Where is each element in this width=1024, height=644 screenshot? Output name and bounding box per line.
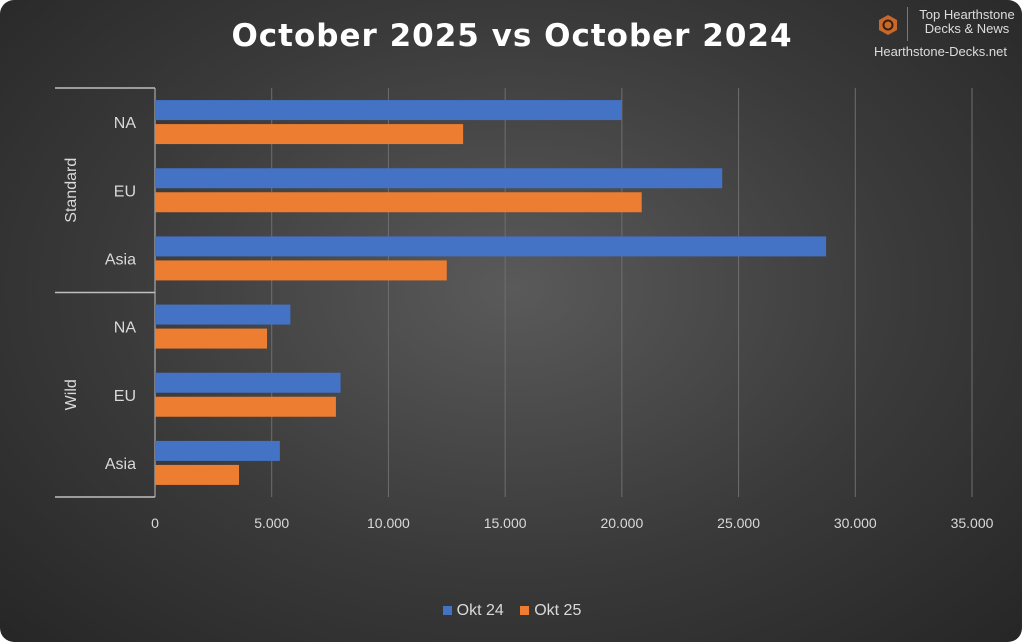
- logo-divider: [907, 7, 908, 41]
- legend-swatch: [442, 606, 452, 615]
- legend-swatch: [520, 606, 530, 615]
- x-tick-label: 20.000: [600, 515, 643, 531]
- bar-okt-24: [155, 440, 280, 461]
- x-tick-label: 30.000: [834, 515, 877, 531]
- category-label: EU: [114, 388, 136, 405]
- bar-okt-24: [155, 372, 341, 393]
- logo-line2: Decks & News: [924, 21, 1010, 36]
- bar-okt-24: [155, 100, 622, 121]
- bar-okt-25: [155, 396, 336, 417]
- x-tick-label: 5.000: [254, 515, 289, 531]
- bar-okt-25: [155, 260, 447, 281]
- bar-okt-25: [155, 464, 240, 485]
- legend-item-okt24: Okt 24: [442, 602, 504, 620]
- x-tick-label: 35.000: [951, 515, 994, 531]
- logo-line1: Top Hearthstone: [919, 7, 1015, 22]
- legend-item-okt25: Okt 25: [520, 602, 581, 620]
- bar-okt-25: [155, 192, 642, 213]
- bar-okt-24: [155, 236, 827, 257]
- category-label: NA: [114, 320, 137, 337]
- category-label: EU: [114, 183, 136, 200]
- hearthstone-logo-icon: [879, 15, 897, 35]
- category-label: NA: [114, 115, 137, 132]
- logo-site: Hearthstone-Decks.net: [874, 44, 1007, 59]
- x-tick-label: 10.000: [367, 515, 410, 531]
- x-tick-label: 15.000: [484, 515, 527, 531]
- bar-okt-24: [155, 304, 291, 325]
- legend: Okt 24 Okt 25: [0, 602, 1024, 620]
- category-label: Asia: [105, 251, 136, 268]
- category-label: Asia: [105, 456, 136, 473]
- bar-okt-24: [155, 168, 723, 189]
- chart-title: October 2025 vs October 2024: [231, 18, 793, 54]
- site-logo: Top Hearthstone Decks & News Hearthstone-…: [872, 4, 1022, 64]
- x-tick-label: 25.000: [717, 515, 760, 531]
- legend-label: Okt 24: [456, 602, 504, 619]
- x-tick-label: 0: [151, 515, 159, 531]
- group-label: Wild: [63, 379, 80, 410]
- group-label: Standard: [63, 158, 80, 223]
- bar-okt-25: [155, 124, 464, 145]
- bar-okt-25: [155, 328, 268, 349]
- legend-label: Okt 25: [534, 602, 582, 619]
